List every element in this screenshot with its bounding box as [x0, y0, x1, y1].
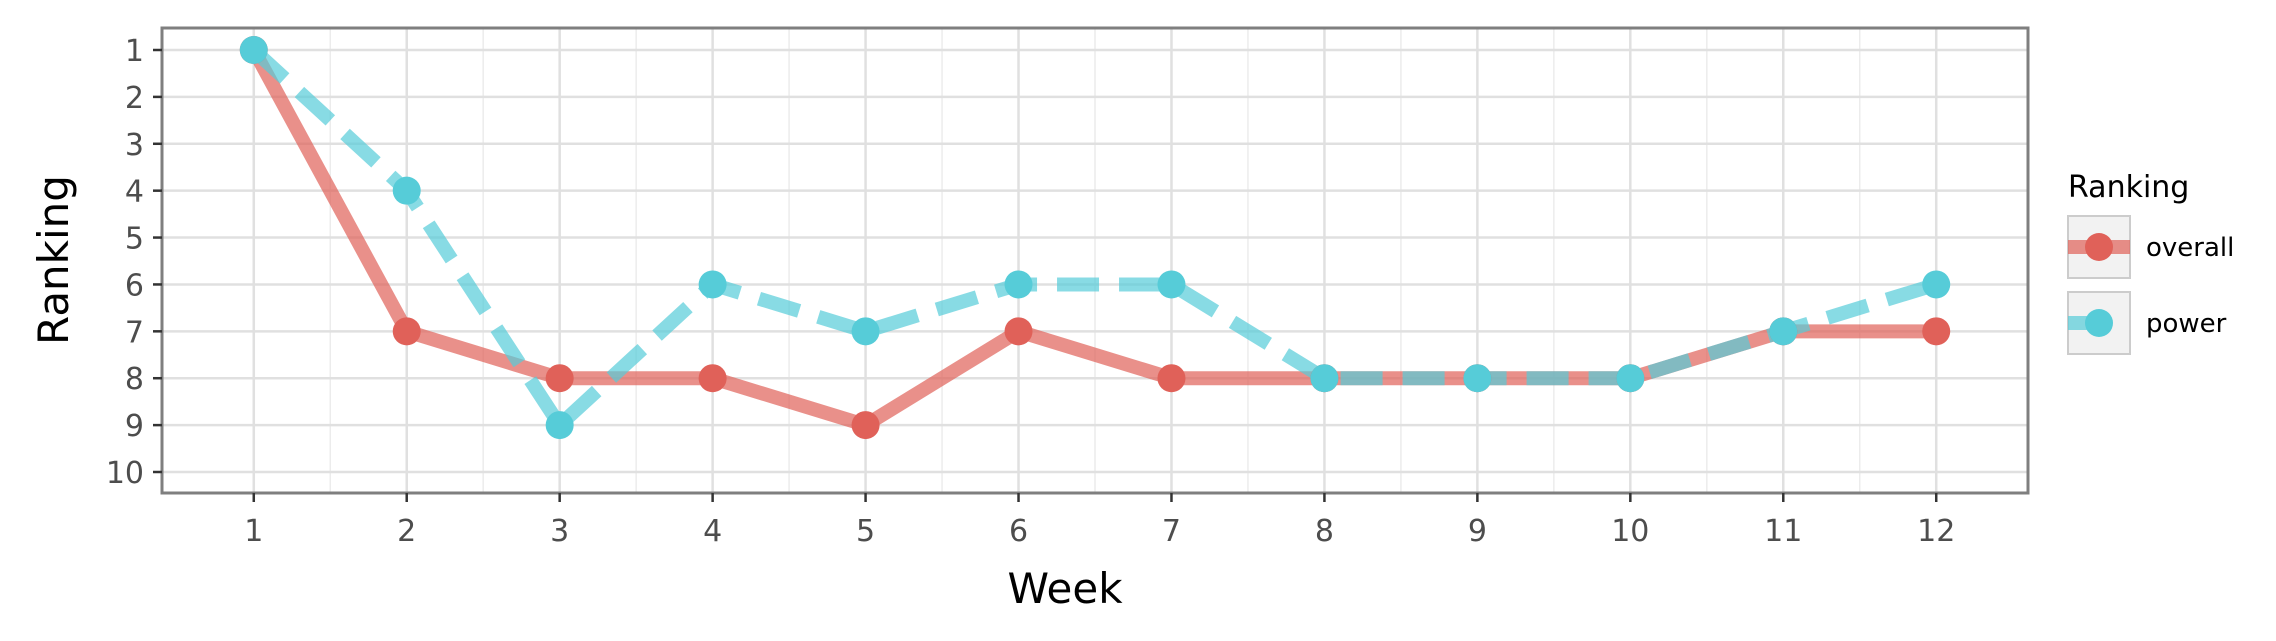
y-tick-label: 5 — [125, 222, 144, 257]
x-tick-label: 1 — [244, 514, 263, 549]
data-point-overall — [1157, 364, 1186, 393]
x-axis-title: Week — [1007, 564, 1123, 613]
data-point-power — [1769, 317, 1798, 346]
data-point-power — [1157, 270, 1186, 299]
x-tick-label: 8 — [1315, 514, 1334, 549]
legend-item-power: power — [2067, 291, 2227, 355]
y-tick-label: 10 — [106, 456, 144, 491]
legend-key-point — [2085, 309, 2113, 337]
x-tick-label: 11 — [1764, 514, 1802, 549]
y-tick-label: 1 — [125, 34, 144, 69]
x-tick-label: 12 — [1917, 514, 1955, 549]
data-point-power — [392, 176, 421, 205]
data-point-power — [545, 411, 574, 440]
x-tick-label: 10 — [1611, 514, 1649, 549]
series-points — [239, 36, 1951, 440]
series-lines — [247, 44, 1939, 433]
data-point-power — [1922, 270, 1951, 299]
data-point-overall — [392, 317, 421, 346]
data-point-power — [851, 317, 880, 346]
y-tick-label: 2 — [125, 81, 144, 116]
x-tick-label: 4 — [703, 514, 722, 549]
y-tick-label: 6 — [125, 268, 144, 303]
x-tick-label: 7 — [1162, 514, 1181, 549]
y-tick-label: 7 — [125, 315, 144, 350]
x-tick-label: 2 — [397, 514, 416, 549]
y-axis-title: Ranking — [29, 175, 78, 345]
data-point-power — [1310, 364, 1339, 393]
legend: Ranking overall power — [2067, 170, 2234, 355]
y-tick-label: 3 — [125, 128, 144, 163]
legend-label: overall — [2146, 233, 2234, 263]
data-point-power — [1463, 364, 1492, 393]
data-point-power — [1004, 270, 1033, 299]
legend-label: power — [2146, 309, 2227, 339]
series-line-power — [249, 44, 1939, 433]
legend-title: Ranking — [2068, 170, 2189, 205]
y-tick-label: 4 — [125, 175, 144, 210]
data-point-overall — [851, 411, 880, 440]
x-tick-label: 9 — [1468, 514, 1487, 549]
y-tick-label: 8 — [125, 362, 144, 397]
legend-key-point — [2085, 233, 2113, 261]
data-point-power — [239, 36, 268, 64]
plot-border — [160, 26, 2030, 495]
x-tick-label: 5 — [856, 514, 875, 549]
data-point-power — [698, 270, 727, 299]
data-point-overall — [698, 364, 727, 393]
legend-item-overall: overall — [2067, 215, 2234, 279]
y-axis: 1 2 3 4 5 6 7 8 9 10 — [106, 34, 162, 491]
x-tick-label: 6 — [1009, 514, 1028, 549]
x-axis: 1 2 3 4 5 6 7 8 9 10 11 12 — [244, 493, 1955, 549]
x-tick-label: 3 — [550, 514, 569, 549]
grid — [162, 28, 2028, 493]
y-tick-label: 9 — [125, 409, 144, 444]
data-point-power — [1616, 364, 1645, 393]
data-point-overall — [1004, 317, 1033, 346]
data-point-overall — [545, 364, 574, 393]
data-point-overall — [1922, 317, 1951, 346]
